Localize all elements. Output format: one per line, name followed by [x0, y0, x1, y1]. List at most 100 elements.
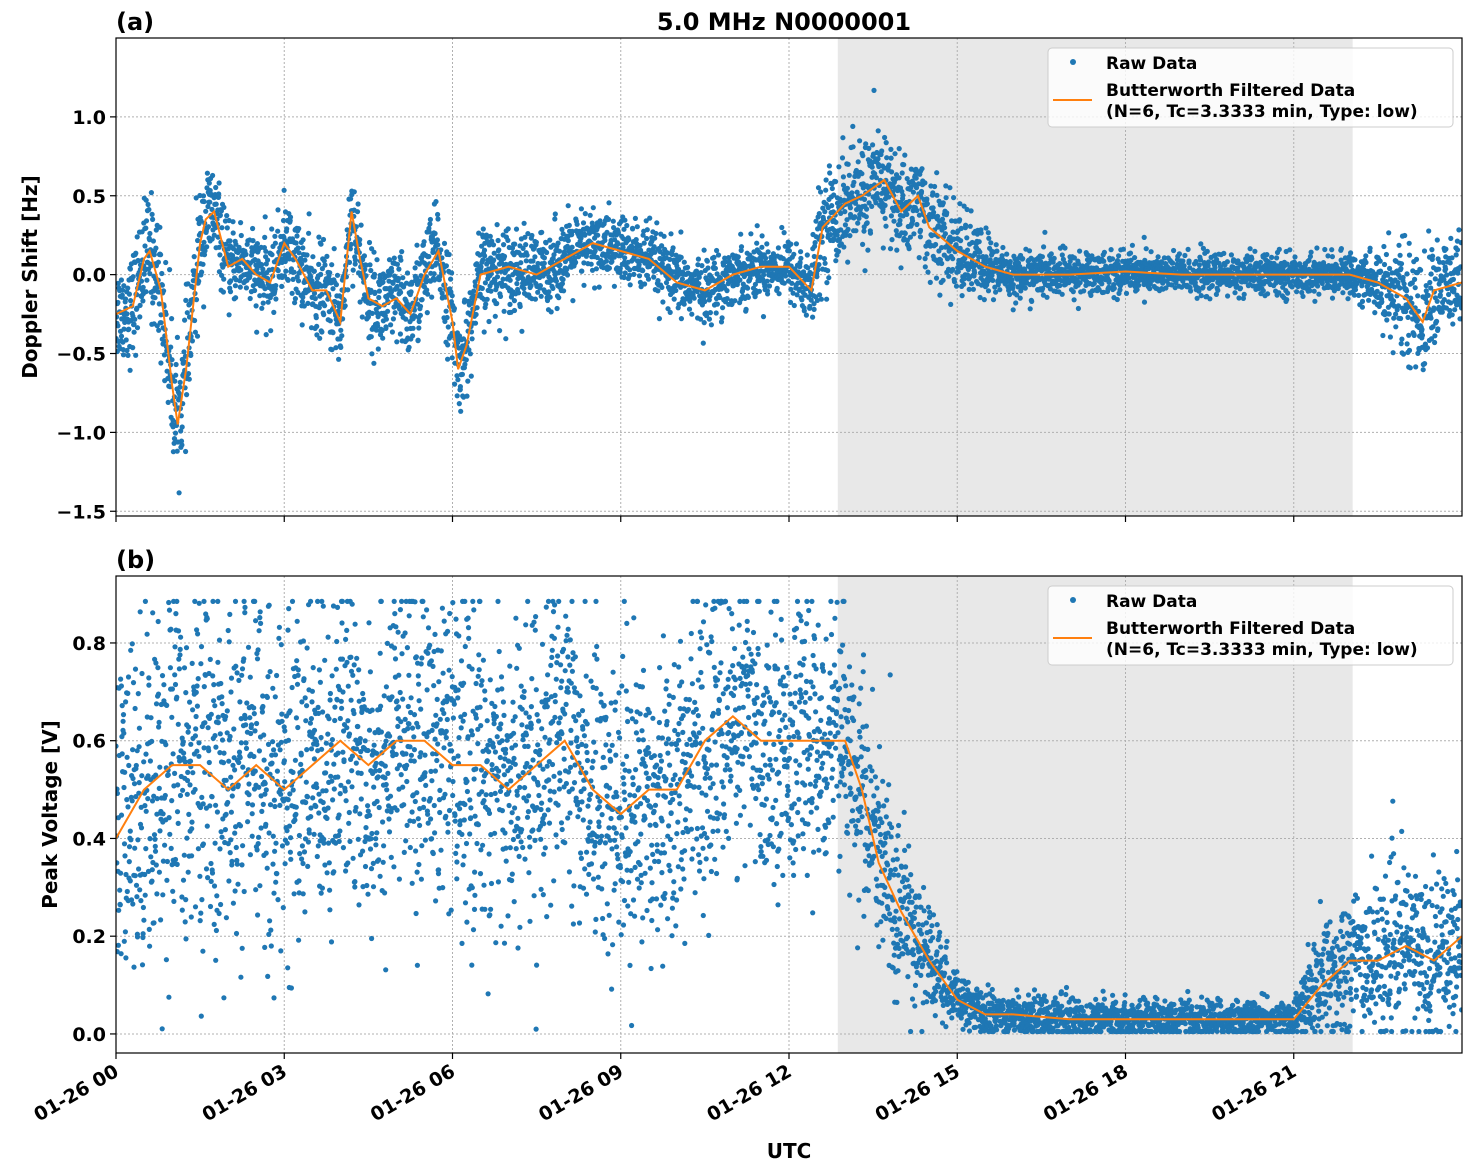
raw-data-point	[822, 260, 828, 266]
raw-data-point	[714, 301, 721, 307]
raw-data-point	[1338, 246, 1344, 252]
raw-data-point	[371, 249, 377, 255]
raw-data-point	[963, 222, 969, 228]
raw-data-point	[873, 175, 880, 181]
raw-data-point	[322, 262, 328, 268]
raw-data-point	[383, 316, 389, 322]
raw-data-point	[196, 278, 202, 284]
raw-data-point	[823, 187, 829, 193]
raw-data-point	[216, 244, 222, 250]
raw-data-point	[368, 334, 374, 340]
raw-data-point	[530, 258, 536, 264]
raw-data-point	[131, 321, 137, 327]
raw-data-point	[511, 307, 518, 314]
raw-data-point	[464, 393, 470, 399]
raw-data-point	[569, 244, 575, 250]
raw-data-point	[1141, 234, 1147, 240]
raw-data-point	[1161, 255, 1167, 261]
raw-data-point	[1215, 287, 1221, 293]
raw-data-point	[352, 261, 358, 267]
raw-data-point	[472, 320, 479, 326]
raw-data-point	[369, 351, 375, 357]
raw-data-point	[1022, 285, 1028, 291]
raw-data-point	[592, 285, 598, 291]
raw-data-point	[969, 281, 975, 287]
raw-data-point	[615, 241, 621, 247]
raw-data-point	[179, 424, 185, 430]
raw-data-point	[394, 261, 400, 267]
raw-data-point	[605, 216, 612, 222]
raw-data-point	[374, 257, 380, 263]
raw-data-point	[966, 286, 972, 292]
raw-data-point	[1314, 245, 1320, 251]
raw-data-point	[655, 288, 661, 294]
raw-data-point	[148, 190, 154, 196]
raw-data-point	[537, 283, 544, 289]
raw-data-point	[419, 297, 425, 303]
raw-data-point	[320, 236, 327, 243]
raw-data-point	[456, 401, 462, 407]
raw-data-point	[637, 279, 644, 285]
raw-data-point	[523, 242, 529, 248]
raw-data-point	[486, 318, 492, 325]
raw-data-point	[1077, 248, 1083, 254]
raw-data-point	[1181, 263, 1187, 269]
raw-data-point	[840, 135, 846, 141]
raw-data-point	[935, 213, 941, 219]
raw-data-point	[766, 283, 773, 289]
raw-data-point	[1430, 324, 1436, 330]
raw-data-point	[494, 284, 500, 290]
raw-data-point	[118, 277, 124, 283]
raw-data-point	[1403, 308, 1409, 315]
raw-data-point	[1398, 265, 1404, 272]
raw-data-point	[765, 249, 771, 255]
raw-data-point	[1274, 255, 1280, 261]
raw-data-point	[1046, 266, 1052, 272]
raw-data-point	[1284, 297, 1290, 303]
raw-data-point	[814, 297, 821, 303]
raw-data-point	[1386, 230, 1392, 236]
raw-data-point	[1352, 287, 1359, 293]
raw-data-point	[904, 211, 910, 217]
raw-data-point	[1390, 298, 1397, 304]
raw-data-point	[972, 270, 978, 276]
raw-data-point	[416, 318, 422, 325]
raw-data-point	[541, 255, 548, 261]
raw-data-point	[696, 274, 702, 280]
raw-data-point	[617, 265, 623, 271]
raw-data-point	[547, 237, 553, 243]
raw-data-point	[888, 146, 894, 152]
raw-data-point	[1432, 339, 1438, 346]
raw-data-point	[961, 281, 967, 287]
raw-data-point	[147, 271, 153, 277]
raw-data-point	[845, 226, 851, 232]
raw-data-point	[879, 148, 885, 154]
raw-data-point	[1390, 350, 1396, 356]
raw-data-point	[764, 278, 770, 284]
raw-data-point	[1169, 282, 1175, 288]
raw-data-point	[517, 303, 523, 310]
raw-data-point	[176, 527, 181, 532]
raw-data-point	[717, 294, 723, 301]
raw-data-point	[652, 235, 658, 241]
raw-data-point	[150, 216, 156, 222]
raw-data-point	[994, 248, 1000, 254]
raw-data-point	[860, 241, 866, 247]
raw-data-point	[125, 285, 131, 291]
raw-data-point	[714, 247, 720, 254]
raw-data-point	[1404, 341, 1410, 347]
raw-data-point	[532, 296, 539, 302]
raw-data-point	[1363, 259, 1369, 266]
raw-data-point	[836, 236, 843, 243]
raw-data-point	[888, 155, 894, 161]
raw-data-point	[233, 295, 239, 301]
raw-data-point	[189, 338, 195, 344]
raw-data-point	[371, 360, 377, 366]
raw-data-point	[199, 269, 205, 275]
raw-data-point	[1059, 291, 1065, 297]
raw-data-point	[919, 166, 925, 172]
raw-data-point	[295, 245, 301, 251]
raw-data-point	[479, 285, 485, 291]
raw-data-point	[204, 244, 210, 250]
raw-data-point	[528, 283, 534, 289]
